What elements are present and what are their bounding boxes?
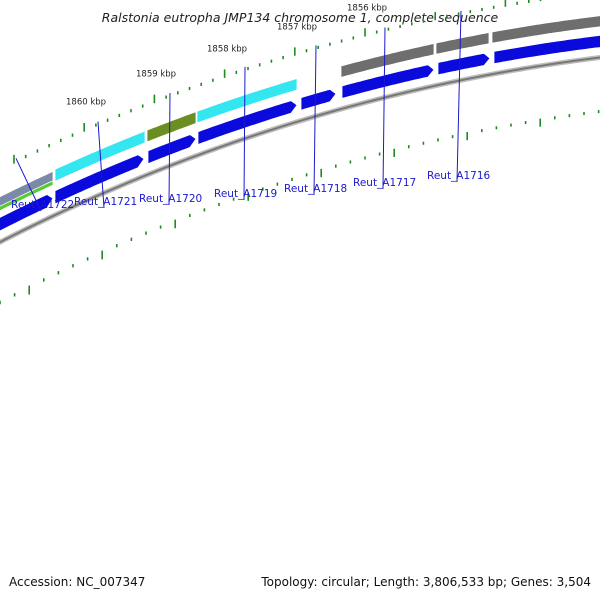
chromosome-backbone [0, 55, 600, 245]
gene-label[interactable]: Reut_A1717 [353, 177, 416, 189]
kbp-labels: 1860 kbp 1859 kbp 1858 kbp 1857 kbp 1856 kbp… [66, 4, 387, 108]
cds-arrow[interactable] [300, 88, 337, 111]
gene-label[interactable]: Reut_A1716 [427, 170, 491, 182]
backbone-arc [0, 55, 600, 245]
gene-leader-line [456, 10, 462, 183]
gene-leader-line [97, 121, 105, 209]
topology-info: Topology: circular; Length: 3,806,533 bp… [261, 575, 591, 589]
gene-label[interactable]: Reut_A1721 [74, 196, 137, 208]
cds-arrow[interactable] [54, 154, 145, 205]
gene-leader-line [313, 45, 317, 196]
kbp-label: 1857 kbp [277, 23, 317, 33]
backbone-line [0, 56, 600, 244]
upper-feature-track [0, 15, 600, 214]
gene-label[interactable]: Reut_A1718 [284, 183, 347, 195]
accession-info: Accession: NC_007347 [9, 575, 145, 589]
accession-label: Accession: [9, 575, 73, 589]
gene-label[interactable]: Reut_A1719 [214, 188, 277, 200]
gene-leader-line [243, 66, 246, 201]
feature-block-gray[interactable] [340, 43, 435, 78]
page-title: Ralstonia eutropha JMP134 chromosome 1, … [101, 10, 499, 25]
forward-cds-track [0, 34, 600, 234]
gene-labels: Reut_A1722 Reut_A1721 Reut_A1720 Reut_A1719… [11, 170, 491, 211]
accession-number: NC_007347 [76, 575, 146, 589]
inner-scale-ticks [0, 110, 600, 305]
feature-block-green[interactable] [0, 180, 54, 214]
gene-label[interactable]: Reut_A1720 [139, 193, 202, 205]
feature-block-olive[interactable] [146, 111, 197, 143]
gene-label-leaders [15, 10, 462, 212]
gene-leader-line [382, 27, 386, 190]
kbp-label: 1860 kbp [66, 98, 106, 108]
gene-label[interactable]: Reut_A1722 [11, 199, 74, 211]
kbp-label: 1858 kbp [207, 44, 247, 54]
cds-arrow[interactable] [437, 52, 491, 76]
cds-arrow[interactable] [493, 34, 600, 65]
kbp-label: 1859 kbp [136, 70, 176, 80]
kbp-label: 1856 kbp [347, 4, 387, 14]
feature-block-gray[interactable] [491, 15, 600, 44]
gene-leader-line [15, 158, 42, 212]
cds-arrow[interactable] [197, 100, 298, 146]
outer-scale-ticks [13, 0, 542, 164]
feature-block-cyan[interactable] [196, 77, 298, 124]
feature-block-gray[interactable] [435, 32, 490, 55]
cds-arrow[interactable] [341, 64, 435, 99]
cds-arrow[interactable] [147, 134, 197, 165]
cds-arrow[interactable] [0, 194, 54, 234]
gene-leader-line [168, 92, 171, 206]
